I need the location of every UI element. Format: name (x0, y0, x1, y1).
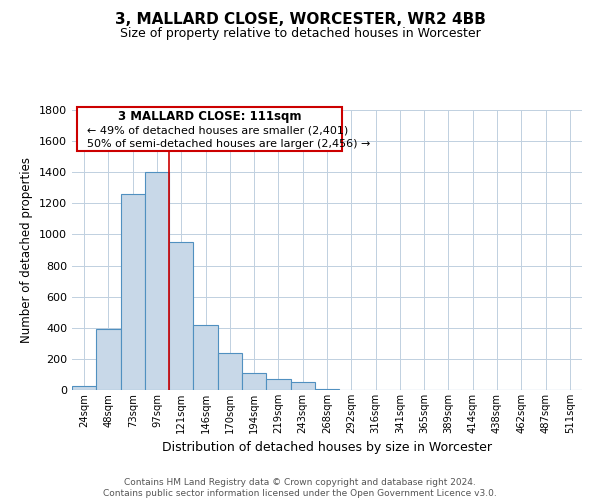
Text: Contains HM Land Registry data © Crown copyright and database right 2024.
Contai: Contains HM Land Registry data © Crown c… (103, 478, 497, 498)
FancyBboxPatch shape (77, 107, 342, 150)
Bar (145, 172, 169, 390)
Text: ← 49% of detached houses are smaller (2,401): ← 49% of detached houses are smaller (2,… (88, 126, 349, 136)
X-axis label: Distribution of detached houses by size in Worcester: Distribution of detached houses by size … (162, 442, 492, 454)
Bar (72, 386, 96, 390)
Bar (121, 194, 145, 390)
Text: 3, MALLARD CLOSE, WORCESTER, WR2 4BB: 3, MALLARD CLOSE, WORCESTER, WR2 4BB (115, 12, 485, 28)
Bar (290, 382, 315, 390)
Text: 50% of semi-detached houses are larger (2,456) →: 50% of semi-detached houses are larger (… (88, 140, 371, 149)
Bar (218, 354, 242, 390)
Bar (193, 326, 218, 390)
Bar (315, 389, 339, 390)
Bar (169, 242, 193, 390)
Bar (96, 330, 121, 390)
Bar (242, 373, 266, 390)
Bar (266, 379, 290, 390)
Text: 3 MALLARD CLOSE: 111sqm: 3 MALLARD CLOSE: 111sqm (118, 110, 301, 123)
Text: Size of property relative to detached houses in Worcester: Size of property relative to detached ho… (119, 28, 481, 40)
Y-axis label: Number of detached properties: Number of detached properties (20, 157, 34, 343)
